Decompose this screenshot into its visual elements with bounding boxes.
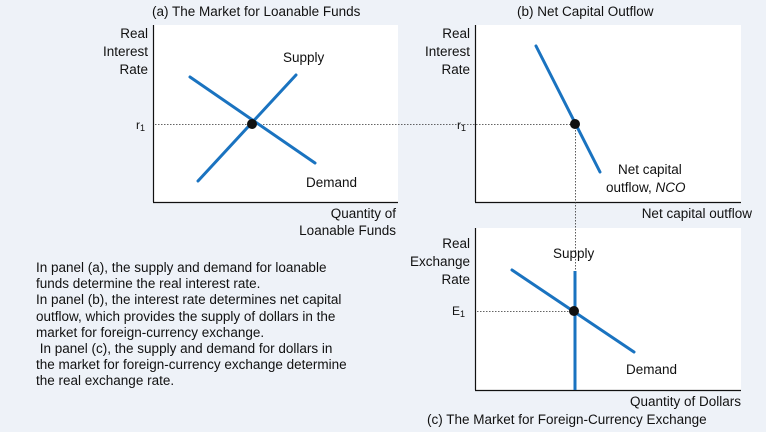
explanation-line: the market for foreign-currency exchange…	[36, 357, 347, 373]
explanation-line: In panel (c), the supply and demand for …	[36, 341, 333, 357]
panel-c-x-label: Quantity of Dollars	[629, 394, 741, 409]
nco-curve	[534, 44, 602, 174]
dollars-demand-label: Demand	[626, 362, 678, 377]
loanable-funds-equilibrium-point	[247, 119, 257, 129]
nco-label-line1: Net capital	[618, 162, 682, 177]
explanation-line: the real exchange rate.	[36, 373, 175, 389]
panel-a-x-label-line2: Loanable Funds	[299, 223, 396, 238]
nco-point	[570, 119, 580, 129]
panel-a-y-label-line1: Real	[120, 26, 148, 41]
loanable-funds-supply-curve	[196, 73, 298, 183]
panel-b-y-label-line1: Real	[442, 26, 470, 41]
panel-a-y-label-line3: Rate	[119, 62, 148, 77]
panel-c-y-label-line3: Rate	[441, 272, 470, 287]
loanable-funds-demand-label: Demand	[306, 175, 358, 190]
loanable-funds-supply-label: Supply	[283, 50, 325, 65]
panel-b-x-label: Net capital outflow	[641, 206, 752, 221]
explanation-line: outflow, which provides the supply of do…	[36, 308, 336, 324]
panel-b-y-label-line3: Rate	[441, 62, 470, 77]
panel-b-r1-tick-label: r1	[457, 118, 467, 133]
nco-label-line2: outflow, NCO	[606, 180, 686, 195]
explanation-line: funds determine the real interest rate.	[36, 276, 261, 292]
explanation-line: In panel (a), the supply and demand for …	[36, 260, 327, 275]
panel-c-y-label-line2: Exchange	[409, 254, 470, 269]
panel-a-r1-tick-label: r1	[136, 118, 146, 133]
panel-c-plot-area	[475, 228, 741, 390]
panel-b-title: (b) Net Capital Outflow	[517, 4, 654, 19]
panel-a-plot-area	[153, 25, 398, 202]
explanation-line: market for foreign-currency exchange.	[36, 324, 265, 340]
panel-a-title: (a) The Market for Loanable Funds	[152, 4, 361, 19]
panel-c-y-label-line1: Real	[442, 236, 470, 251]
explanation-text: In panel (a), the supply and demand for …	[36, 260, 406, 390]
panel-c-e1-tick-label: E1	[452, 304, 466, 319]
foreign-exchange-equilibrium-point	[569, 306, 579, 316]
panel-a-y-label-line2: Interest	[102, 44, 148, 59]
panel-b-y-label-line2: Interest	[424, 44, 470, 59]
dollars-supply-label: Supply	[553, 246, 595, 261]
explanation-line: In panel (b), the interest rate determin…	[36, 292, 342, 308]
panel-a-x-label-line1: Quantity of	[330, 206, 396, 221]
panel-c-title: (c) The Market for Foreign-Currency Exch…	[427, 412, 707, 427]
panel-b-plot-area	[475, 25, 741, 202]
